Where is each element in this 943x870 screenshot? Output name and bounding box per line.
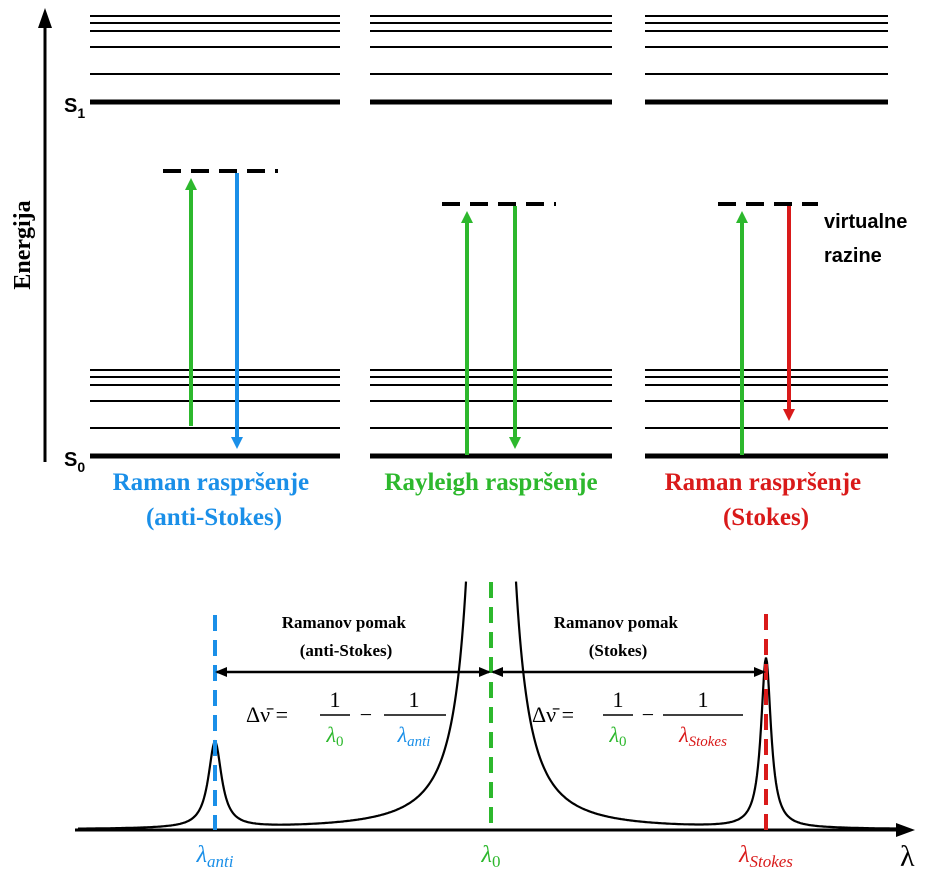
svg-text:Δν̄ =: Δν̄ = xyxy=(246,702,288,727)
wavelength-axis-label: λ xyxy=(900,840,915,870)
svg-text:−: − xyxy=(642,702,654,727)
shift-label-anti: Ramanov pomak (anti-Stokes) xyxy=(282,613,410,660)
svg-text:λStokes: λStokes xyxy=(678,722,727,750)
lambda-stokes-label: λStokes xyxy=(738,842,793,870)
svg-text:Δν̄ =: Δν̄ = xyxy=(532,702,574,727)
panel-title-rayleigh: Rayleigh raspršenje xyxy=(384,469,597,496)
panel-title-stokes: Raman raspršenje (Stokes) xyxy=(665,469,868,531)
wavelength-axis-arrowhead xyxy=(896,823,915,837)
svg-text:λ0: λ0 xyxy=(608,722,626,750)
s1-label: S1 xyxy=(64,95,85,121)
formula-stokes: Δν̄ = 1 λ0 − 1 λStokes xyxy=(532,687,743,750)
virtual-levels xyxy=(163,169,818,206)
energy-axis-label: Energija xyxy=(10,200,36,289)
shift-label-stokes: Ramanov pomak (Stokes) xyxy=(554,613,682,660)
svg-text:λanti: λanti xyxy=(397,722,431,750)
svg-text:1: 1 xyxy=(698,687,709,712)
lambda-anti-label: λanti xyxy=(196,842,234,870)
lambda-0-label: λ0 xyxy=(481,842,501,870)
svg-text:1: 1 xyxy=(330,687,341,712)
formula-anti: Δν̄ = 1 λ0 − 1 λanti xyxy=(246,687,446,750)
s1-levels xyxy=(90,15,888,75)
virtual-levels-label: virtualne razine xyxy=(824,211,913,267)
svg-text:λ0: λ0 xyxy=(325,722,343,750)
spectrum-curve xyxy=(78,581,897,830)
s0-levels xyxy=(90,369,888,429)
svg-text:1: 1 xyxy=(409,687,420,712)
energy-axis-arrowhead xyxy=(38,8,52,28)
svg-text:1: 1 xyxy=(613,687,624,712)
panel-title-anti-stokes: Raman raspršenje (anti-Stokes) xyxy=(113,469,316,531)
s0-label: S0 xyxy=(64,449,85,475)
svg-text:−: − xyxy=(360,702,372,727)
